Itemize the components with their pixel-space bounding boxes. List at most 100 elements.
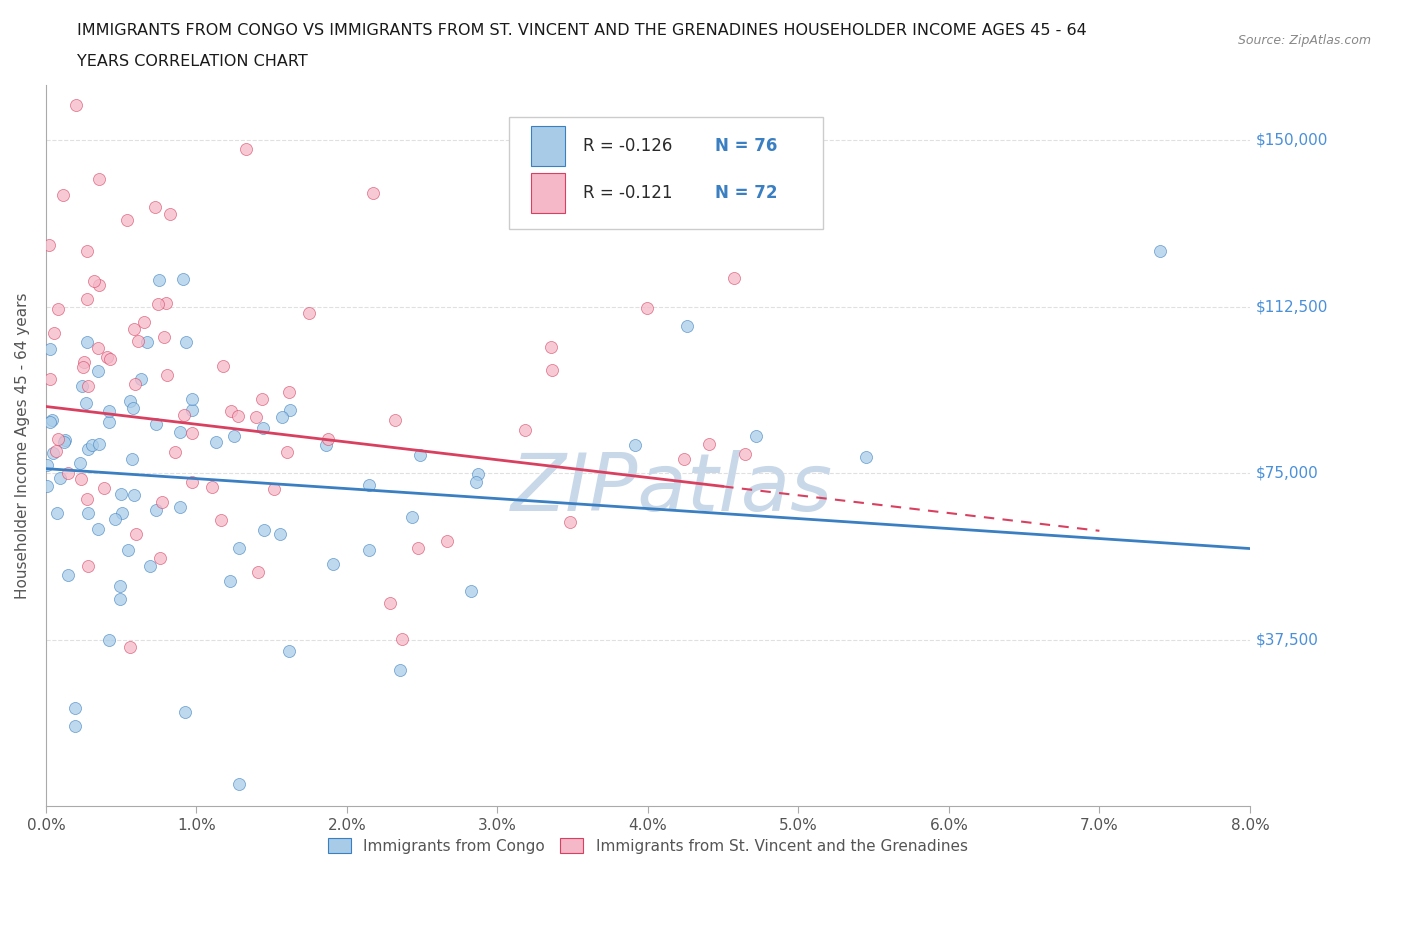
Point <box>513 422 536 437</box>
Point <box>76 506 98 521</box>
Point <box>127 334 149 349</box>
Point <box>87 436 110 451</box>
Point <box>201 479 224 494</box>
Point <box>212 359 235 374</box>
Point <box>276 445 298 459</box>
Point <box>541 363 564 378</box>
Point <box>723 270 745 285</box>
Point <box>89 277 111 292</box>
Point <box>110 578 132 593</box>
Point <box>409 447 432 462</box>
Text: R = -0.126: R = -0.126 <box>583 137 672 155</box>
Point <box>672 452 695 467</box>
Point <box>115 213 138 228</box>
Point <box>218 574 240 589</box>
Point <box>391 631 413 646</box>
Point <box>316 432 339 446</box>
Point <box>86 522 108 537</box>
Point <box>253 523 276 538</box>
Bar <box>531 173 565 213</box>
Point <box>172 272 194 286</box>
Point <box>378 596 401 611</box>
Point <box>80 438 103 453</box>
Point <box>298 305 321 320</box>
Point <box>155 367 177 382</box>
Point <box>121 401 143 416</box>
Point <box>39 342 62 357</box>
Point <box>118 640 141 655</box>
Point <box>37 479 59 494</box>
Bar <box>531 126 565 166</box>
Point <box>53 434 76 449</box>
Point <box>76 244 98 259</box>
Point <box>401 510 423 525</box>
Point <box>269 526 291 541</box>
Text: R = -0.121: R = -0.121 <box>583 184 672 202</box>
Point <box>38 237 60 252</box>
Point <box>76 291 98 306</box>
Point <box>65 98 87 113</box>
Point <box>87 364 110 379</box>
Point <box>98 404 121 418</box>
Text: YEARS CORRELATION CHART: YEARS CORRELATION CHART <box>77 54 308 69</box>
Point <box>83 273 105 288</box>
Point <box>121 452 143 467</box>
Point <box>406 540 429 555</box>
Point <box>637 300 659 315</box>
Text: N = 72: N = 72 <box>716 184 778 202</box>
Point <box>209 512 232 527</box>
Point <box>70 379 93 393</box>
Point <box>110 486 132 501</box>
Point <box>69 456 91 471</box>
Point <box>76 492 98 507</box>
Point <box>558 515 581 530</box>
Point <box>734 446 756 461</box>
Point <box>145 502 167 517</box>
Point <box>87 171 110 186</box>
Point <box>96 350 118 365</box>
Point <box>111 505 134 520</box>
Point <box>467 467 489 482</box>
Point <box>357 543 380 558</box>
Text: $37,500: $37,500 <box>1256 632 1319 647</box>
Point <box>436 534 458 549</box>
Point <box>250 392 273 406</box>
Point <box>45 444 67 458</box>
Point <box>278 403 301 418</box>
Point <box>460 583 482 598</box>
Text: IMMIGRANTS FROM CONGO VS IMMIGRANTS FROM ST. VINCENT AND THE GRENADINES HOUSEHOL: IMMIGRANTS FROM CONGO VS IMMIGRANTS FROM… <box>77 23 1087 38</box>
Point <box>98 632 121 647</box>
Text: $112,500: $112,500 <box>1256 299 1329 314</box>
Point <box>98 352 121 366</box>
Point <box>120 393 142 408</box>
Point <box>41 412 63 427</box>
Point <box>58 567 80 582</box>
Point <box>132 315 155 330</box>
Point <box>93 481 115 496</box>
Point <box>181 402 204 417</box>
Point <box>228 408 250 423</box>
Point <box>697 437 720 452</box>
Point <box>246 565 269 579</box>
Point <box>159 206 181 221</box>
Point <box>152 495 174 510</box>
Point <box>53 432 76 447</box>
Point <box>97 414 120 429</box>
Point <box>252 420 274 435</box>
Point <box>73 354 96 369</box>
Point <box>321 557 343 572</box>
Text: ZIPatlas: ZIPatlas <box>510 449 834 527</box>
Point <box>145 417 167 432</box>
Point <box>38 372 60 387</box>
Point <box>75 395 97 410</box>
FancyBboxPatch shape <box>509 117 823 229</box>
Text: Source: ZipAtlas.com: Source: ZipAtlas.com <box>1237 34 1371 47</box>
Point <box>263 482 285 497</box>
Point <box>124 377 146 392</box>
Point <box>315 437 337 452</box>
Point <box>1149 244 1171 259</box>
Point <box>46 432 69 446</box>
Point <box>181 474 204 489</box>
Point <box>540 339 562 354</box>
Point <box>87 340 110 355</box>
